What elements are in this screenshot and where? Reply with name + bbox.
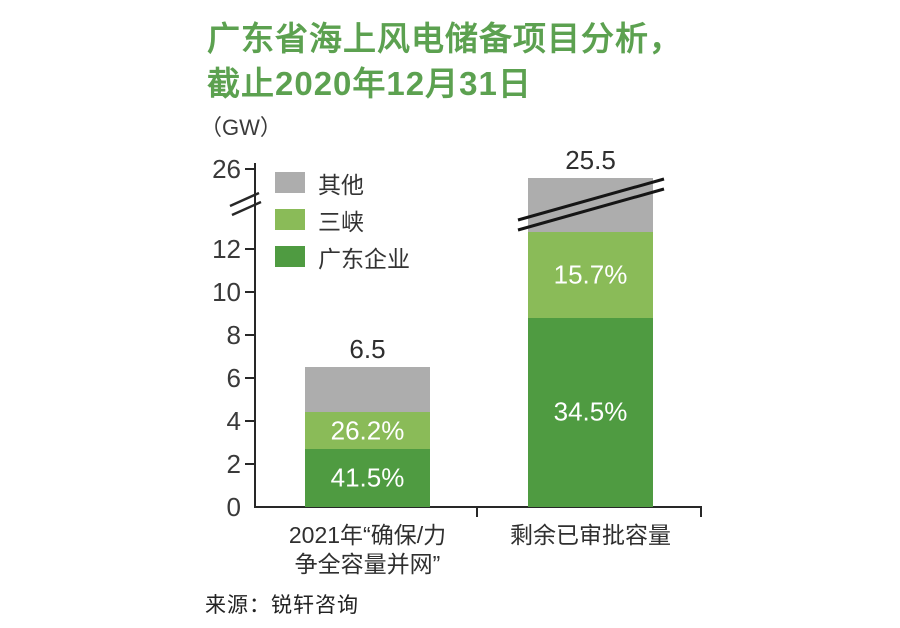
y-tick-mark	[245, 463, 255, 465]
x-category-label: 剩余已审批容量	[510, 522, 671, 548]
legend-item-其他: 其他	[275, 172, 410, 198]
legend-label: 三峡	[318, 208, 364, 235]
bar-total-label: 6.5	[349, 334, 386, 365]
y-tick-label-break: 26	[212, 154, 241, 184]
bar-segment-pct-label: 15.7%	[553, 259, 628, 290]
bar-total-label: 25.5	[565, 145, 616, 175]
bar-segment-其他	[528, 178, 653, 232]
legend-item-三峡: 三峡	[275, 209, 410, 235]
y-tick-label: 4	[226, 406, 241, 436]
x-category-label: 2021年“确保/力 争全容量并网”	[288, 522, 447, 577]
y-axis-line	[254, 163, 256, 507]
y-tick-mark	[245, 291, 255, 293]
bar-segment-pct-label: 26.2%	[330, 415, 405, 446]
legend: 其他 三峡 广东企业	[275, 172, 410, 283]
bar-segment-广东企业	[305, 448, 430, 507]
y-tick-label: 2	[226, 449, 241, 479]
y-tick-label: 12	[212, 234, 241, 264]
legend-label: 其他	[318, 171, 364, 198]
chart-title: 广东省海上风电储备项目分析， 截止2020年12月31日	[207, 16, 683, 106]
y-tick-label: 0	[226, 492, 241, 522]
y-tick-mark	[245, 248, 255, 250]
y-axis-break-line	[231, 200, 262, 217]
source-note: 来源：锐轩咨询	[205, 594, 359, 617]
legend-swatch	[275, 246, 305, 267]
bar-segment-其他	[305, 367, 430, 413]
y-tick-label: 6	[226, 363, 241, 393]
bar-segment-三峡	[305, 412, 430, 449]
y-tick-mark-break	[245, 168, 255, 170]
x-axis-tick-mid	[476, 506, 478, 517]
y-axis-unit-label: （GW）	[200, 115, 282, 140]
y-tick-label: 8	[226, 320, 241, 350]
legend-item-广东企业: 广东企业	[275, 246, 410, 272]
bar-segment-pct-label: 34.5%	[553, 396, 628, 427]
y-tick-label: 10	[212, 277, 241, 307]
chart-title-line1: 广东省海上风电储备项目分析，	[207, 20, 683, 57]
bar-segment-pct-label: 41.5%	[330, 462, 405, 493]
y-tick-mark	[245, 377, 255, 379]
x-axis-tick-end	[700, 506, 702, 517]
y-tick-mark	[245, 420, 255, 422]
y-tick-mark	[245, 334, 255, 336]
legend-swatch	[275, 209, 305, 230]
legend-swatch	[275, 172, 305, 193]
chart-title-line2: 截止2020年12月31日	[207, 65, 532, 102]
bar-segment-三峡	[528, 231, 653, 318]
legend-label: 广东企业	[318, 245, 410, 272]
x-axis-line	[254, 506, 702, 508]
bar-segment-广东企业	[528, 317, 653, 507]
